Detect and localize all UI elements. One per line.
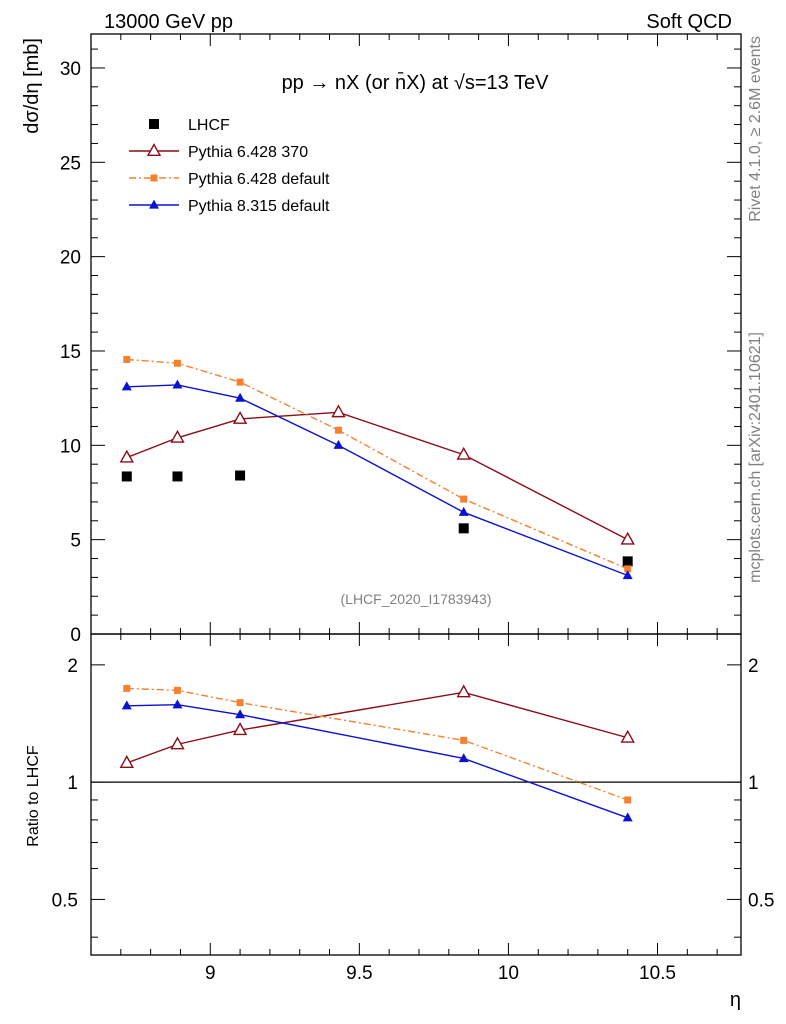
ratio-point-pythia-6-428-default: [624, 796, 632, 804]
upper-point-pythia-6-428-default: [173, 359, 181, 367]
upper-point-pythia-6-428-default: [624, 565, 632, 573]
lower-y-tick-label: 0.5: [52, 890, 78, 911]
analysis-label: (LHCF_2020_I1783943): [341, 591, 492, 607]
upper-point-pythia-8-315-default: [333, 439, 344, 449]
upper-point-pythia-8-315-default: [458, 506, 469, 516]
ratio-point-pythia-6-428-370: [119, 755, 134, 768]
lower-y-tick-label-right: 0.5: [748, 890, 774, 911]
upper-point-pythia-6-428-370: [620, 531, 635, 545]
ratio-point-pythia-6-428-default: [123, 684, 131, 692]
upper-series-layer: [119, 355, 635, 580]
upper-y-axis-title: dσ/dη [mb]: [21, 38, 43, 134]
x-axis: 9 9.5 10 10.5: [90, 34, 718, 984]
ratio-line-pythia-6-428-default: [126, 687, 628, 801]
upper-line-pythia-8-315-default: [126, 384, 628, 577]
legend-marker-pythia-6-428-370: [146, 143, 162, 157]
legend-label-pythia-6-428-default: Pythia 6.428 default: [188, 171, 330, 188]
x-axis-title: η: [730, 989, 741, 1011]
upper-point-lhcf: [235, 470, 246, 481]
upper-point-pythia-6-428-370: [119, 449, 134, 463]
legend-marker-pythia-6-428-default: [150, 174, 158, 182]
ratio-point-pythia-8-315-default: [172, 699, 183, 709]
upper-point-pythia-6-428-default: [460, 495, 468, 503]
header-right: Soft QCD: [646, 11, 732, 33]
upper-point-pythia-6-428-default: [236, 378, 244, 386]
upper-point-pythia-6-428-370: [456, 446, 471, 460]
upper-point-pythia-6-428-370: [170, 429, 185, 443]
ratio-point-pythia-6-428-370: [170, 736, 185, 750]
upper-point-lhcf: [172, 471, 183, 482]
ratio-point-pythia-8-315-default: [622, 812, 633, 822]
x-tick-label: 9.5: [346, 963, 372, 984]
lower-y-axis-title: Ratio to LHCF: [25, 745, 42, 847]
ratio-point-pythia-8-315-default: [121, 700, 132, 710]
upper-y-tick-label: 20: [60, 248, 81, 269]
lower-panel-frame: [90, 633, 742, 956]
ratio-point-pythia-6-428-default: [236, 699, 244, 707]
legend-label-pythia-8-315-default: Pythia 8.315 default: [188, 198, 330, 215]
upper-y-tick-label: 10: [60, 436, 81, 457]
ratio-point-pythia-8-315-default: [235, 709, 246, 719]
upper-y-axis: 0 5 10 15 20 25 30: [60, 48, 741, 646]
legend-marker-pythia-8-315-default: [149, 199, 159, 209]
upper-y-tick-label: 15: [60, 342, 81, 363]
ratio-point-pythia-6-428-default: [173, 686, 181, 694]
upper-y-tick-label: 30: [60, 59, 81, 80]
lower-series-layer: [119, 684, 635, 822]
ratio-line-pythia-8-315-default: [126, 704, 628, 819]
upper-line-pythia-6-428-370: [126, 411, 629, 541]
upper-point-pythia-6-428-default: [334, 426, 342, 434]
upper-y-tick-label: 5: [70, 531, 81, 552]
rivet-label: Rivet 4.1.0, ≥ 2.6M events: [747, 36, 764, 222]
lower-y-tick-label-right: 1: [748, 773, 759, 794]
legend-label-lhcf: LHCF: [188, 117, 230, 134]
header-left: 13000 GeV pp: [104, 11, 233, 33]
ratio-point-pythia-6-428-370: [620, 729, 635, 743]
lower-y-tick-label: 1: [67, 773, 78, 794]
upper-y-tick-label: 25: [60, 153, 81, 174]
upper-point-pythia-6-428-370: [331, 404, 346, 418]
ratio-point-pythia-6-428-370: [456, 684, 471, 698]
ratio-point-pythia-6-428-default: [460, 736, 468, 744]
legend: LHCF Pythia 6.428 370 Pythia 6.428 default…: [129, 117, 330, 215]
chart-title: pp → nX (or n̄X) at √s=13 TeV: [282, 71, 550, 94]
lower-y-tick-label: 2: [67, 656, 78, 677]
upper-y-tick-label: 0: [70, 625, 81, 646]
x-tick-label: 10: [498, 963, 519, 984]
x-tick-label: 9: [205, 963, 216, 984]
upper-point-pythia-8-315-default: [172, 379, 183, 389]
upper-point-pythia-8-315-default: [121, 381, 132, 391]
lower-y-tick-label-right: 2: [748, 656, 759, 677]
upper-point-lhcf: [121, 471, 132, 482]
upper-point-pythia-6-428-370: [232, 410, 248, 424]
upper-point-pythia-8-315-default: [235, 392, 246, 402]
upper-point-pythia-6-428-default: [123, 355, 131, 363]
ratio-point-pythia-8-315-default: [458, 753, 469, 763]
upper-point-lhcf: [458, 523, 469, 534]
upper-point-pythia-8-315-default: [622, 570, 633, 580]
mcplots-label: mcplots.cern.ch [arXiv:2401.10621]: [747, 332, 764, 583]
upper-point-lhcf: [622, 556, 633, 567]
legend-marker-lhcf: [149, 119, 159, 129]
upper-line-pythia-6-428-default: [126, 358, 628, 570]
ratio-line-pythia-6-428-370: [126, 691, 628, 764]
ratio-point-pythia-6-428-370: [232, 722, 248, 736]
legend-label-pythia-6-428-370: Pythia 6.428 370: [188, 144, 308, 161]
lower-y-axis: 0.5 0.5 1 1 2 2: [52, 656, 774, 938]
x-tick-label: 10.5: [639, 963, 676, 984]
